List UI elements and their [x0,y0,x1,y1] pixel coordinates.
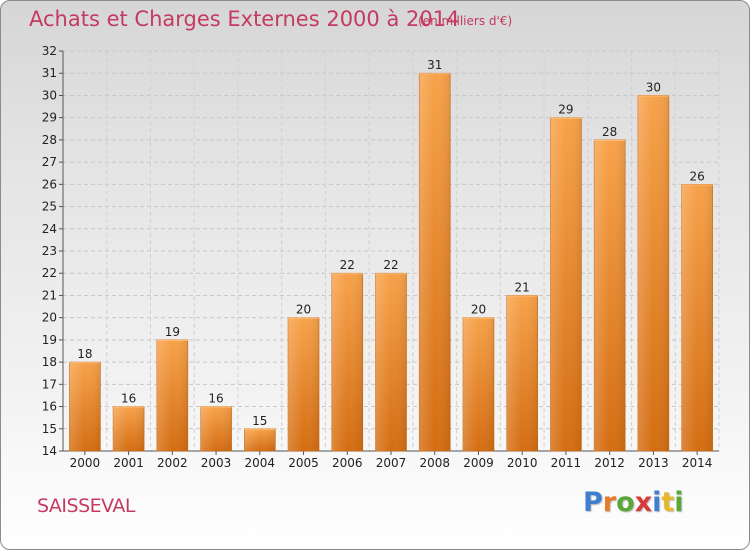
value-label: 21 [515,280,530,294]
x-tick-label: 2003 [201,456,232,470]
bar-shade [637,95,669,451]
x-tick-label: 2010 [507,456,538,470]
y-tick-label: 23 [42,244,57,258]
x-tick-label: 2006 [332,456,363,470]
labels: 14 15 16 17 18 19 20 21 22 23 24 25 26 27 28 29 30 31 32 18… [42,44,713,470]
y-tick-label: 17 [42,377,57,391]
bar-shade [200,406,232,451]
value-label: 30 [646,80,661,94]
y-tick-label: 29 [42,111,57,125]
chart-title: Achats et Charges Externes 2000 à 2014 [29,7,460,31]
y-tick-label: 15 [42,422,57,436]
x-tick-label: 2012 [594,456,625,470]
bar-shade [331,273,363,451]
x-tick-label: 2007 [376,456,407,470]
bar-shade [462,317,494,451]
value-label: 19 [165,325,180,339]
value-label: 16 [121,392,136,406]
bar-shade [506,295,538,451]
value-label: 15 [252,414,267,428]
bars [69,72,713,452]
y-tick-label: 25 [42,200,57,214]
logo-letter: o [616,487,635,518]
bar-shade [288,317,320,451]
commune-name: SAISSEVAL [37,495,136,517]
logo-letter: x [634,487,653,518]
value-label: 18 [77,347,92,361]
y-tick-label: 32 [42,44,57,58]
value-label: 29 [558,103,573,117]
x-tick-label: 2001 [113,456,144,470]
y-tick-label: 16 [42,400,57,414]
bar-shade [681,184,713,452]
bar-shade [419,73,451,451]
logo-letter: r [602,487,617,518]
value-label: 22 [340,258,355,272]
y-tick-label: 20 [42,311,57,325]
logo-letter: i [652,487,662,518]
x-tick-label: 2004 [245,456,276,470]
value-label: 22 [383,258,398,272]
y-tick-label: 18 [42,355,57,369]
logo-letter: i [674,487,684,518]
bar-shade [156,339,188,451]
value-label: 20 [296,303,311,317]
x-tick-label: 2008 [419,456,450,470]
value-label: 16 [208,392,223,406]
y-tick-label: 14 [42,444,57,458]
value-label: 26 [689,169,704,183]
y-tick-label: 24 [42,222,57,236]
bar-shade [594,139,626,451]
x-tick-label: 2011 [551,456,582,470]
chart-unit: (en milliers d'€) [418,14,513,28]
logo-letter: t [661,487,675,518]
proxiti-logo: Proxiti [583,487,684,518]
y-tick-label: 30 [42,88,57,102]
bar-shade [113,406,145,451]
y-tick-label: 21 [42,288,57,302]
x-tick-label: 2009 [463,456,494,470]
y-tick-label: 28 [42,133,57,147]
y-tick-label: 19 [42,333,57,347]
x-tick-label: 2013 [638,456,669,470]
logo-letter: P [583,487,603,518]
bar-shade [550,117,582,452]
bar-shade [244,428,276,451]
value-label: 31 [427,58,442,72]
bar-shade [69,362,101,451]
value-label: 28 [602,125,617,139]
y-tick-label: 26 [42,177,57,191]
x-tick-label: 2005 [288,456,319,470]
y-tick-label: 22 [42,266,57,280]
x-tick-label: 2002 [157,456,188,470]
y-tick-label: 27 [42,155,57,169]
x-tick-label: 2014 [682,456,713,470]
value-label: 20 [471,303,486,317]
y-tick-label: 31 [42,66,57,80]
x-tick-label: 2000 [70,456,101,470]
bar-shade [375,273,407,451]
